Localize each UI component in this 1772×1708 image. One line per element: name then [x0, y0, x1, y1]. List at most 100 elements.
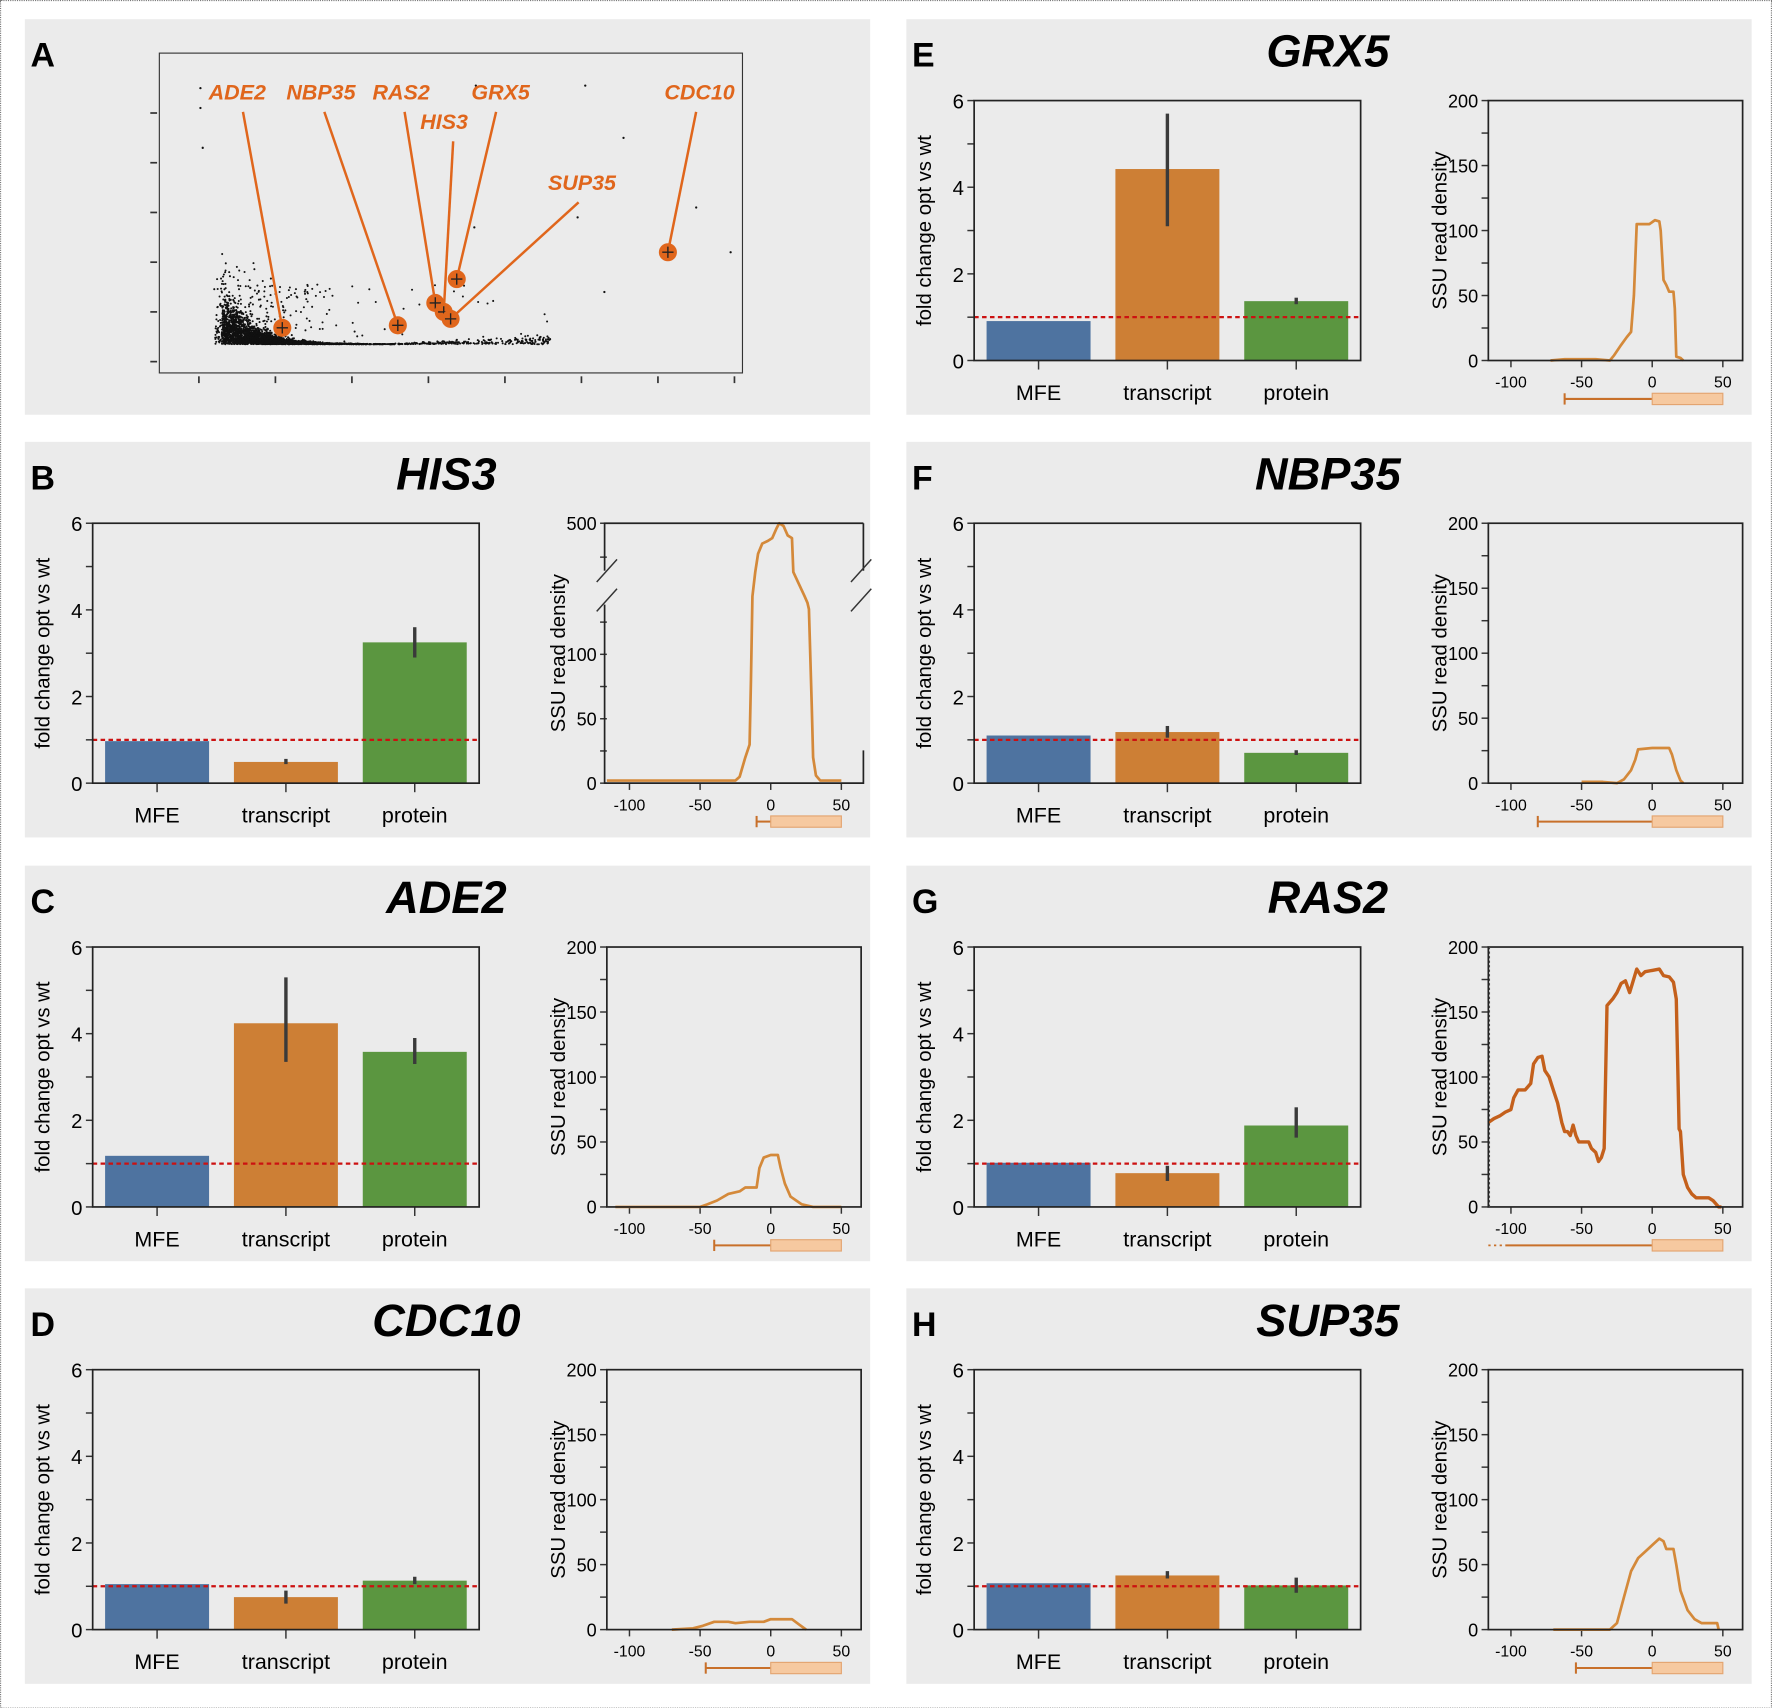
- scatter-point: [313, 343, 316, 346]
- gene-title: CDC10: [372, 1295, 520, 1346]
- y-tick-label: 6: [71, 938, 82, 960]
- x-tick-label: -50: [689, 1221, 712, 1238]
- scatter-point: [539, 335, 542, 338]
- y-tick-label: 6: [71, 514, 82, 536]
- y-tick-label: 100: [567, 1068, 597, 1088]
- x-tick-label: MFE: [134, 804, 179, 828]
- y-tick-label: 0: [953, 774, 964, 796]
- scatter-point: [242, 327, 245, 330]
- scatter-point: [546, 340, 550, 343]
- y-tick-label: 50: [577, 1555, 597, 1575]
- scatter-point: [290, 334, 293, 337]
- scatter-point: [482, 339, 485, 342]
- scatter-point: [421, 341, 424, 344]
- panel-letter: F: [912, 459, 933, 497]
- scatter-point: [244, 335, 247, 338]
- scatter-point: [248, 303, 251, 306]
- scatter-point: [254, 342, 257, 345]
- scatter-point: [237, 288, 241, 291]
- scatter-point: [237, 318, 240, 321]
- scatter-point: [494, 342, 498, 346]
- scatter-point: [246, 320, 249, 323]
- scatter-point: [356, 342, 359, 345]
- bar-plot-frame: [973, 99, 1362, 362]
- scatter-point: [219, 302, 222, 305]
- x-tick-label: 50: [833, 1221, 851, 1238]
- scatter-point: [221, 313, 224, 316]
- scatter-point: [292, 342, 295, 345]
- x-tick-label: 50: [833, 1644, 851, 1661]
- scatter-point: [379, 343, 382, 346]
- scatter-point: [428, 342, 431, 346]
- point-label: RAS2: [373, 80, 430, 104]
- scatter-point: [224, 287, 227, 290]
- scatter-point: [240, 333, 243, 336]
- gene-title: HIS3: [396, 448, 496, 499]
- label-leader-line: [442, 141, 455, 312]
- scatter-point: [294, 342, 297, 345]
- scatter-point: [264, 325, 267, 328]
- scatter-point: [230, 315, 233, 319]
- y-tick-label: 0: [1468, 774, 1478, 794]
- scatter-point: [226, 318, 229, 321]
- y-tick-label: 50: [577, 710, 597, 730]
- scatter-point: [364, 343, 367, 346]
- scatter-point: [357, 301, 360, 304]
- scatter-point: [251, 325, 254, 328]
- scatter-point: [224, 269, 227, 272]
- scatter-point: [245, 325, 248, 328]
- scatter-point: [238, 294, 241, 297]
- scatter-point: [400, 342, 403, 345]
- scatter-point: [236, 327, 239, 330]
- scatter-point: [263, 295, 266, 298]
- scatter-point: [226, 304, 229, 307]
- scatter-point: [319, 291, 322, 294]
- scatter-point: [331, 343, 334, 346]
- scatter-point: [473, 342, 476, 345]
- scatter-point: [239, 338, 242, 341]
- scatter-point: [290, 341, 293, 344]
- scatter-point: [225, 326, 228, 329]
- x-tick-label: -50: [1570, 1221, 1593, 1238]
- panel-letter: H: [912, 1306, 936, 1344]
- scatter-point: [293, 339, 296, 342]
- scatter-point: [282, 306, 285, 309]
- y-tick-label: 2: [953, 265, 964, 287]
- y-tick-label: 4: [71, 601, 82, 623]
- scatter-point: [256, 317, 259, 320]
- y-tick-label: 0: [1468, 351, 1478, 371]
- y-tick-label: 4: [953, 1025, 964, 1047]
- scatter-point: [227, 324, 230, 327]
- scatter-point: [213, 288, 216, 291]
- scatter-point: [277, 342, 280, 345]
- scatter-point: [259, 305, 262, 308]
- y-tick-label: 150: [567, 1003, 597, 1023]
- scatter-point: [526, 341, 529, 344]
- scatter-point: [544, 338, 547, 341]
- scatter-point: [248, 305, 251, 308]
- gene-model-cds: [1651, 1661, 1724, 1675]
- scatter-point: [521, 342, 524, 345]
- scatter-point: [216, 305, 219, 308]
- scatter-point: [218, 295, 221, 298]
- scatter-point: [463, 340, 466, 343]
- scatter-point: [219, 321, 222, 324]
- scatter-point: [521, 337, 524, 340]
- label-leader-line: [455, 111, 498, 280]
- scatter-point: [525, 338, 528, 341]
- y-tick-label: 200: [567, 1360, 597, 1380]
- bar-MFE: [986, 1162, 1091, 1207]
- scatter-point: [463, 284, 466, 287]
- scatter-point: [261, 338, 264, 341]
- scatter-point: [214, 342, 217, 345]
- scatter-point: [533, 342, 536, 346]
- scatter-point: [301, 342, 304, 345]
- scatter-point: [249, 296, 252, 299]
- scatter-point: [321, 321, 324, 324]
- label-leader-line: [403, 111, 437, 304]
- x-tick-label: 0: [1648, 797, 1657, 814]
- point-label: NBP35: [286, 80, 356, 104]
- point-crosshair: [444, 313, 457, 325]
- scatter-point: [301, 338, 304, 341]
